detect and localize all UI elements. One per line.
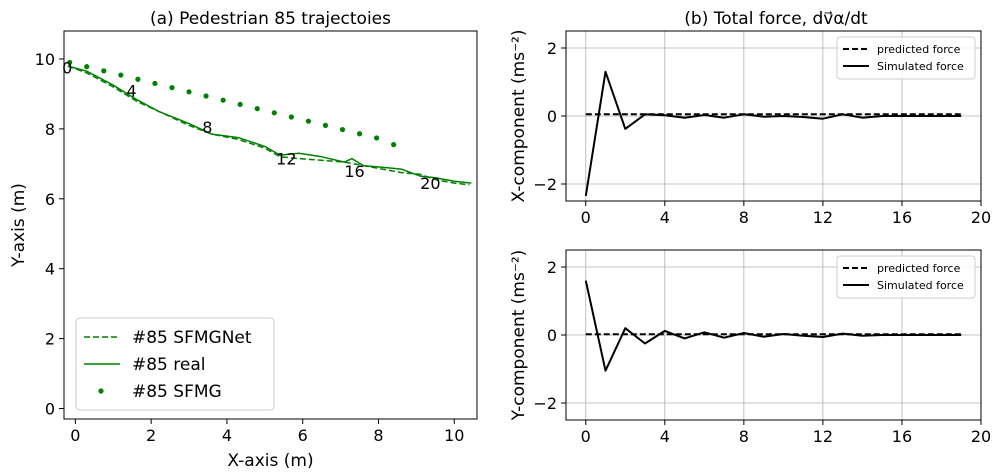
x-tick-label: 2	[146, 426, 156, 445]
point-annotation: 0	[62, 59, 72, 78]
point-annotation: 12	[276, 150, 296, 169]
legend: #85 SFMGNet #85 real #85 SFMG	[75, 317, 275, 411]
data-point	[288, 114, 294, 120]
x-tick-label: 8	[373, 426, 383, 445]
y-axis-label: X-component (ms⁻²)	[509, 30, 529, 203]
x-tick-label: 6	[298, 426, 308, 445]
x-tick-label: 10	[444, 426, 464, 445]
x-tick-label: 20	[971, 427, 991, 446]
data-point	[118, 72, 124, 78]
x-tick-label: 0	[70, 426, 80, 445]
data-point	[203, 93, 209, 99]
y-tick-label: 10	[35, 50, 55, 69]
data-point	[186, 89, 192, 95]
data-point	[373, 135, 380, 141]
data-point	[237, 101, 243, 108]
point-annotation: 16	[344, 162, 364, 181]
data-point	[339, 126, 346, 133]
legend-box	[836, 255, 976, 299]
data-point	[356, 131, 363, 137]
legend: predicted force Simulated force	[836, 255, 976, 299]
data-point	[135, 76, 141, 82]
series-line-0	[67, 65, 470, 186]
y-tick-label: −2	[533, 175, 557, 194]
y-tick-label: 6	[45, 190, 55, 209]
data-point	[67, 59, 73, 66]
y-tick-label: 0	[45, 400, 55, 419]
legend: predicted force Simulated force	[836, 36, 976, 80]
y-tick-label: 8	[45, 120, 55, 139]
y-tick-label: 2	[45, 330, 55, 349]
data-point	[84, 64, 90, 70]
x-tick-label: 4	[660, 427, 670, 446]
data-point	[220, 97, 226, 103]
legend-label: predicted force	[877, 43, 961, 56]
x-tick-label: 0	[581, 427, 591, 446]
x-tick-label: 4	[222, 426, 232, 445]
legend-label: #85 real	[132, 355, 206, 375]
data-point	[169, 85, 175, 91]
x-tick-label: 20	[971, 208, 991, 227]
data-point	[391, 142, 397, 148]
x-tick-label: 0	[581, 208, 591, 227]
data-point	[271, 110, 277, 116]
series-line-1	[584, 280, 962, 372]
data-point	[322, 122, 329, 128]
legend-label: #85 SFMG	[132, 382, 222, 402]
chart-title: (a) Pedestrian 85 trajectoies	[150, 9, 391, 29]
point-annotation: 4	[127, 81, 137, 100]
axes-frame	[565, 30, 982, 202]
x-tick-label: 16	[892, 208, 912, 227]
series-line-1	[584, 70, 962, 197]
y-tick-label: 0	[547, 107, 557, 126]
legend-marker	[98, 388, 104, 394]
legend-label: predicted force	[877, 262, 961, 275]
y-tick-label: 2	[547, 258, 557, 277]
x-tick-label: 4	[660, 208, 670, 227]
x-tick-label: 12	[813, 208, 833, 227]
y-tick-label: 4	[45, 260, 55, 279]
panel-1: 0 4 8 12 16 20 −2 0 2 X-component (ms⁻²) predicted…	[509, 9, 991, 227]
legend-box	[75, 317, 275, 411]
point-annotation: 20	[420, 174, 440, 193]
point-annotation: 8	[202, 118, 212, 137]
legend-label: Simulated force	[877, 60, 964, 73]
axes-frame	[565, 249, 982, 421]
axes-frame	[63, 30, 478, 420]
x-tick-label: 12	[813, 427, 833, 446]
x-axis-label: X-axis (m)	[227, 451, 313, 471]
chart-title: (b) Total force, dv⃗α/dt	[684, 9, 868, 29]
y-axis-label: Y-axis (m)	[9, 183, 29, 268]
x-tick-label: 16	[892, 427, 912, 446]
data-point	[101, 68, 107, 74]
legend-box	[836, 36, 976, 80]
legend-label: Simulated force	[877, 279, 964, 292]
data-point	[305, 118, 311, 124]
series-line-1	[67, 65, 472, 184]
x-tick-label: 8	[739, 208, 749, 227]
data-point	[152, 80, 158, 87]
y-tick-label: −2	[533, 394, 557, 413]
data-point	[254, 106, 260, 112]
y-tick-label: 0	[547, 326, 557, 345]
panel-2: 0 4 8 12 16 20 −2 0 2 Y-component (ms⁻²) predicted…	[509, 249, 991, 446]
x-tick-label: 8	[739, 427, 749, 446]
y-tick-label: 2	[547, 39, 557, 58]
legend-label: #85 SFMGNet	[132, 328, 252, 348]
y-axis-label: Y-component (ms⁻²)	[509, 250, 529, 422]
panel-0: 0 2 4 6 8 10 0 2 4 6 8 10 0 4 8 12 16 20 (a) Pedestrian 85…	[9, 9, 478, 471]
